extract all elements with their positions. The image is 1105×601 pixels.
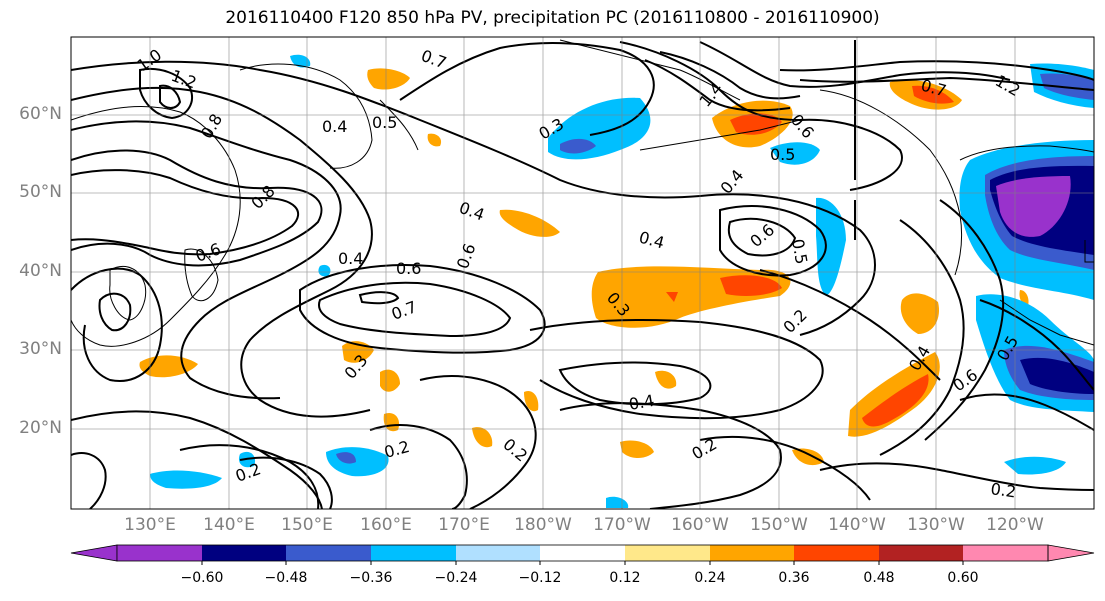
lon-label: 170°W xyxy=(593,515,651,535)
lat-label-60n: 60°N xyxy=(19,104,62,124)
precip-negative-areas xyxy=(150,54,1094,508)
colorbar-tick-label: −0.60 xyxy=(180,570,224,586)
contour-label: 0.4 xyxy=(322,117,347,136)
colorbar-tick-label: 0.12 xyxy=(609,570,641,586)
contour-label: 0.5 xyxy=(788,237,811,265)
colorbar-bin xyxy=(202,545,286,561)
contour-label: 0.5 xyxy=(372,113,397,132)
colorbar-tick-label: 0.60 xyxy=(947,570,979,586)
lon-label: 150°W xyxy=(750,515,808,535)
colorbar-bin xyxy=(963,545,1048,561)
colorbar-bin xyxy=(794,545,879,561)
lon-label: 140°W xyxy=(828,515,886,535)
colorbar-tick-label: 0.48 xyxy=(863,570,895,586)
colorbar-tick-label: 0.36 xyxy=(778,570,810,586)
colorbar-bin xyxy=(456,545,540,561)
map-title: 2016110400 F120 850 hPa PV, precipitatio… xyxy=(225,8,880,28)
precip-positive-areas xyxy=(139,68,1029,466)
colorbar-tick-label: −0.12 xyxy=(518,570,562,586)
colorbar-bin xyxy=(117,545,202,561)
lat-label-30n: 30°N xyxy=(19,339,62,359)
lon-label: 170°E xyxy=(438,515,490,535)
lon-label: 130°E xyxy=(124,515,176,535)
colorbar-bin xyxy=(540,545,625,561)
lon-label: 160°E xyxy=(360,515,412,535)
lon-label: 160°W xyxy=(671,515,729,535)
lon-label: 180°W xyxy=(514,515,572,535)
lon-label: 120°W xyxy=(986,515,1044,535)
colorbar-high-arrow xyxy=(1047,544,1095,562)
lon-label: 130°W xyxy=(907,515,965,535)
colorbar-bin xyxy=(879,545,963,561)
colorbar-bin xyxy=(625,545,710,561)
colorbar-bin xyxy=(371,545,456,561)
lon-label: 140°E xyxy=(203,515,255,535)
colorbar-bin xyxy=(710,545,794,561)
map-frame xyxy=(70,36,1095,510)
lat-label-20n: 20°N xyxy=(19,418,62,438)
colorbar-tick-label: −0.36 xyxy=(349,570,393,586)
contour-label: 0.2 xyxy=(989,479,1017,501)
graticule xyxy=(71,37,1094,509)
lat-label-40n: 40°N xyxy=(19,261,62,281)
colorbar-bin xyxy=(286,545,371,561)
contour-label: 0.5 xyxy=(770,145,795,164)
colorbar-low-arrow xyxy=(70,544,118,562)
colorbar-tick-label: −0.48 xyxy=(264,570,308,586)
contour-label: 0.4 xyxy=(338,249,363,268)
contour-label: 0.6 xyxy=(396,259,421,278)
lat-label-50n: 50°N xyxy=(19,182,62,202)
lon-label: 150°E xyxy=(281,515,333,535)
colorbar-tick-label: 0.24 xyxy=(694,570,726,586)
colorbar-tick-label: −0.24 xyxy=(434,570,478,586)
colorbar xyxy=(70,544,1095,565)
contour-label: 0.4 xyxy=(627,391,655,414)
